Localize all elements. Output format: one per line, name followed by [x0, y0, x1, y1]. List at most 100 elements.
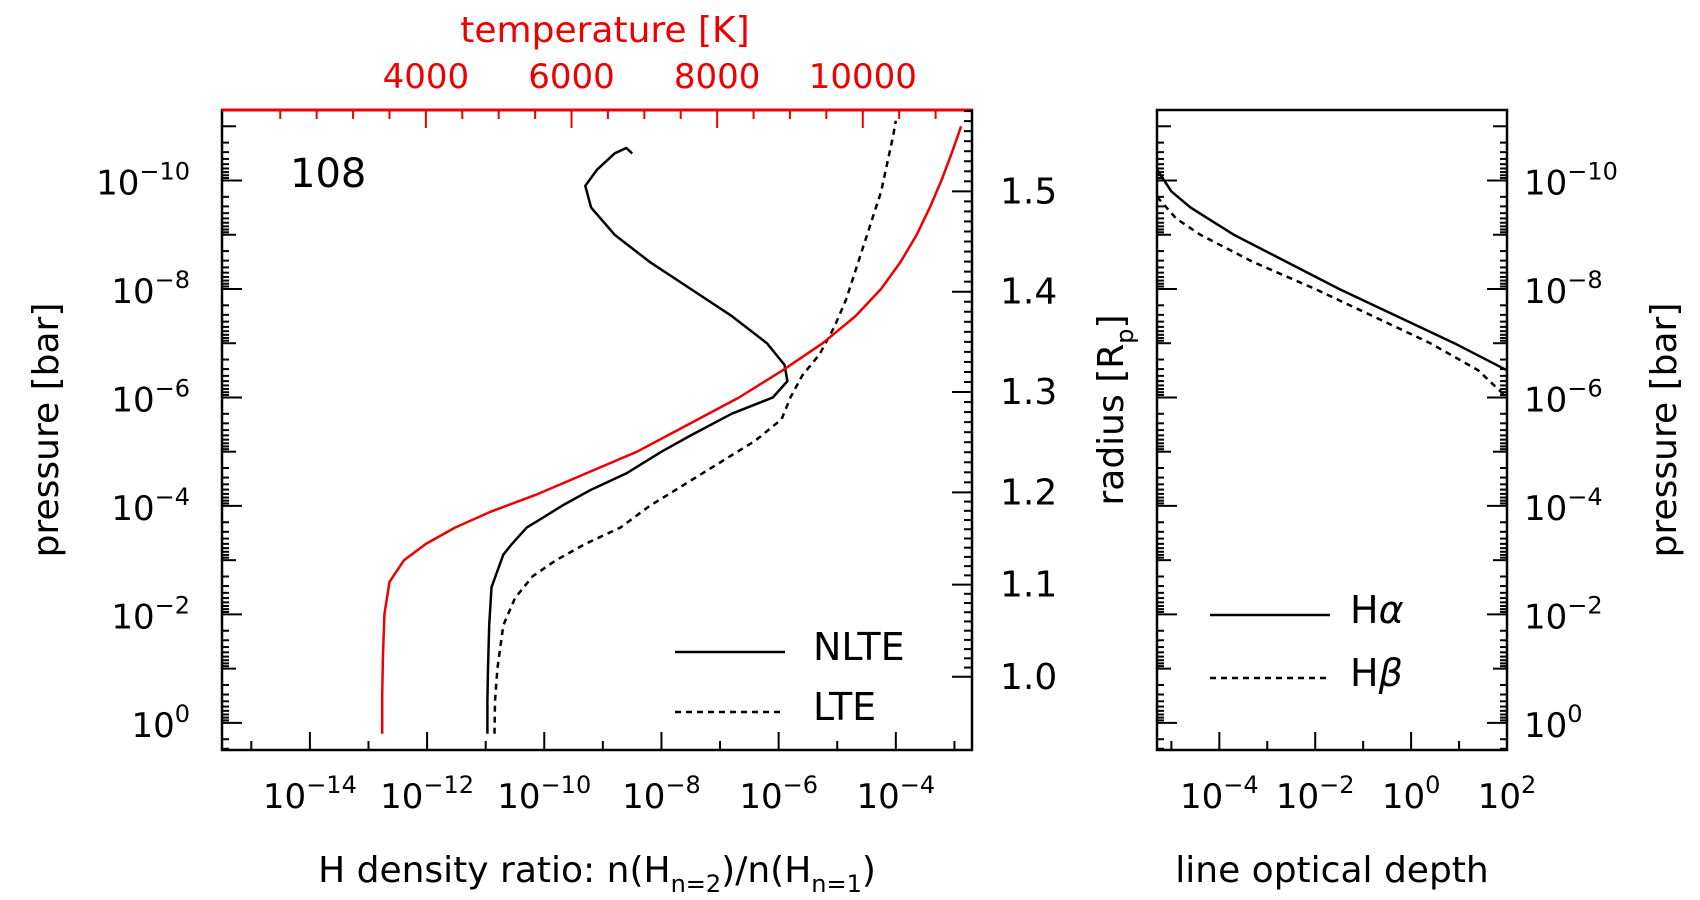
left-x-tick-label: 10−12 — [380, 771, 474, 817]
left-y-tick-label-base: 10 — [111, 272, 154, 312]
left-x-tick-label-exponent: −10 — [541, 771, 592, 799]
left-x-tick-label: 10−10 — [497, 771, 591, 817]
left-x-tick-label: 10−6 — [739, 771, 818, 817]
left-y-axis-label: pressure [bar] — [26, 303, 67, 558]
top-temperature-tick-label: 8000 — [674, 57, 761, 97]
right-y-tick-label-exponent: 0 — [1567, 700, 1582, 728]
model-annotation: 108 — [290, 151, 366, 197]
radius-tick-label: 1.2 — [1000, 472, 1057, 513]
left-y-tick-label-exponent: −8 — [155, 266, 190, 294]
right-x-tick-label-base: 10 — [1276, 777, 1319, 817]
right-y-axis-label: pressure [bar] — [1644, 303, 1685, 558]
radius-tick-label: 1.3 — [1000, 372, 1057, 413]
right-y-tick-label-base: 10 — [1524, 489, 1567, 529]
right-legend: Hα Hβ — [1210, 588, 1404, 695]
left-x-tick-label: 10−14 — [263, 771, 357, 817]
right-y-tick-label: 10−10 — [1524, 158, 1618, 204]
top-axis-label: temperature [K] — [460, 10, 749, 51]
radius-tick-label: 1.1 — [1000, 565, 1057, 606]
right-series-group — [1155, 169, 1508, 399]
left-y-tick-label-base: 10 — [131, 706, 174, 746]
xlabel-suffix: ) — [862, 850, 876, 891]
left-y-tick-label-base: 10 — [111, 380, 154, 420]
left-y-tick-label: 10−8 — [111, 266, 190, 312]
legend-halpha-greek: α — [1379, 588, 1404, 632]
left-panel: 10−14 10−12 10−10 10−8 10−6 10−410010−210−410… — [26, 10, 1139, 898]
xlabel-sub2: n=1 — [811, 870, 862, 898]
left-x-tick-label-exponent: −14 — [306, 771, 357, 799]
left-legend: NLTE LTE — [675, 625, 905, 729]
right-y-tick-label-base: 10 — [1524, 706, 1567, 746]
right-y-tick-label-exponent: −6 — [1567, 374, 1602, 402]
left-y-tick-label: 10−4 — [111, 483, 190, 529]
right-x-tick-label: 102 — [1478, 771, 1537, 817]
xlabel-prefix: H density ratio: n(H — [318, 850, 670, 891]
top-temperature-tick-label: 4000 — [383, 57, 470, 97]
left-y-tick-label: 10−6 — [111, 374, 190, 420]
left-x-tick-label-base: 10 — [263, 777, 306, 817]
top-temperature-tick-label: 6000 — [528, 57, 615, 97]
left-y-tick-label-base: 10 — [111, 597, 154, 637]
legend-lte-label: LTE — [813, 685, 876, 729]
right-x-tick-label-exponent: −4 — [1223, 771, 1258, 799]
radius-axis-label: radius [Rp] — [1091, 314, 1139, 505]
legend-nlte-label: NLTE — [813, 625, 905, 669]
left-x-tick-label-exponent: −4 — [900, 771, 935, 799]
radius-label-main: radius [R — [1091, 344, 1132, 506]
left-series-group — [380, 120, 963, 734]
legend-hbeta-base: H — [1350, 651, 1379, 695]
right-x-tick-label-base: 10 — [1382, 777, 1425, 817]
left-y-tick-label-base: 10 — [111, 489, 154, 529]
radius-label-end: ] — [1091, 314, 1132, 328]
left-x-tick-label-base: 10 — [380, 777, 423, 817]
legend-hbeta-greek: β — [1378, 651, 1403, 695]
series-line-nlte — [486, 146, 789, 734]
right-y-tick-label-exponent: −10 — [1567, 158, 1618, 186]
right-y-tick-label: 10−4 — [1524, 483, 1603, 529]
left-y-tick-label-exponent: −6 — [155, 374, 190, 402]
right-x-tick-label: 10−4 — [1180, 771, 1259, 817]
xlabel-mid: )/n(H — [721, 850, 811, 891]
top-temperature-tick-label: 10000 — [809, 57, 917, 97]
series-line-halpha — [1155, 169, 1508, 372]
series-line-temperature — [380, 125, 963, 734]
series-line-lte — [493, 120, 898, 734]
left-x-tick-label-base: 10 — [739, 777, 782, 817]
left-y-tick-label: 10−2 — [111, 591, 190, 637]
right-x-tick-label-exponent: −2 — [1319, 771, 1354, 799]
left-x-tick-label-base: 10 — [622, 777, 665, 817]
left-y-tick-label-exponent: −4 — [155, 483, 190, 511]
legend-halpha-label: Hα — [1350, 588, 1404, 632]
left-x-tick-label-exponent: −8 — [665, 771, 700, 799]
legend-halpha-base: H — [1350, 588, 1379, 632]
right-y-tick-label-exponent: −4 — [1567, 483, 1602, 511]
right-y-tick-label-exponent: −2 — [1567, 591, 1602, 619]
left-x-tick-label: 10−8 — [622, 771, 701, 817]
left-y-tick-label: 100 — [131, 700, 190, 746]
left-x-tick-label: 10−4 — [857, 771, 936, 817]
right-x-tick-label-base: 10 — [1180, 777, 1223, 817]
left-tick-group: 10−14 10−12 10−10 10−8 10−6 10−410010−210−410… — [96, 57, 1057, 817]
legend-hbeta-label: Hβ — [1350, 651, 1403, 695]
right-x-tick-label: 100 — [1382, 771, 1441, 817]
right-x-tick-label-base: 10 — [1478, 777, 1521, 817]
radius-tick-label: 1.5 — [1000, 171, 1057, 212]
left-y-tick-label-base: 10 — [96, 164, 139, 204]
right-x-tick-label-exponent: 0 — [1425, 771, 1440, 799]
right-y-tick-label: 100 — [1524, 700, 1583, 746]
right-x-axis-label: line optical depth — [1175, 850, 1489, 891]
series-line-hbeta — [1156, 195, 1508, 399]
left-x-axis-label: H density ratio: n(Hn=2)/n(Hn=1) — [318, 850, 876, 898]
right-y-tick-label-base: 10 — [1524, 597, 1567, 637]
right-y-tick-label-base: 10 — [1524, 380, 1567, 420]
left-x-tick-label-base: 10 — [497, 777, 540, 817]
right-y-tick-label: 10−2 — [1524, 591, 1603, 637]
radius-tick-label: 1.0 — [1000, 657, 1057, 698]
left-y-tick-label-exponent: 0 — [175, 700, 190, 728]
right-y-tick-label: 10−6 — [1524, 374, 1603, 420]
right-y-tick-label-base: 10 — [1524, 164, 1567, 204]
right-y-tick-label-exponent: −8 — [1567, 266, 1602, 294]
